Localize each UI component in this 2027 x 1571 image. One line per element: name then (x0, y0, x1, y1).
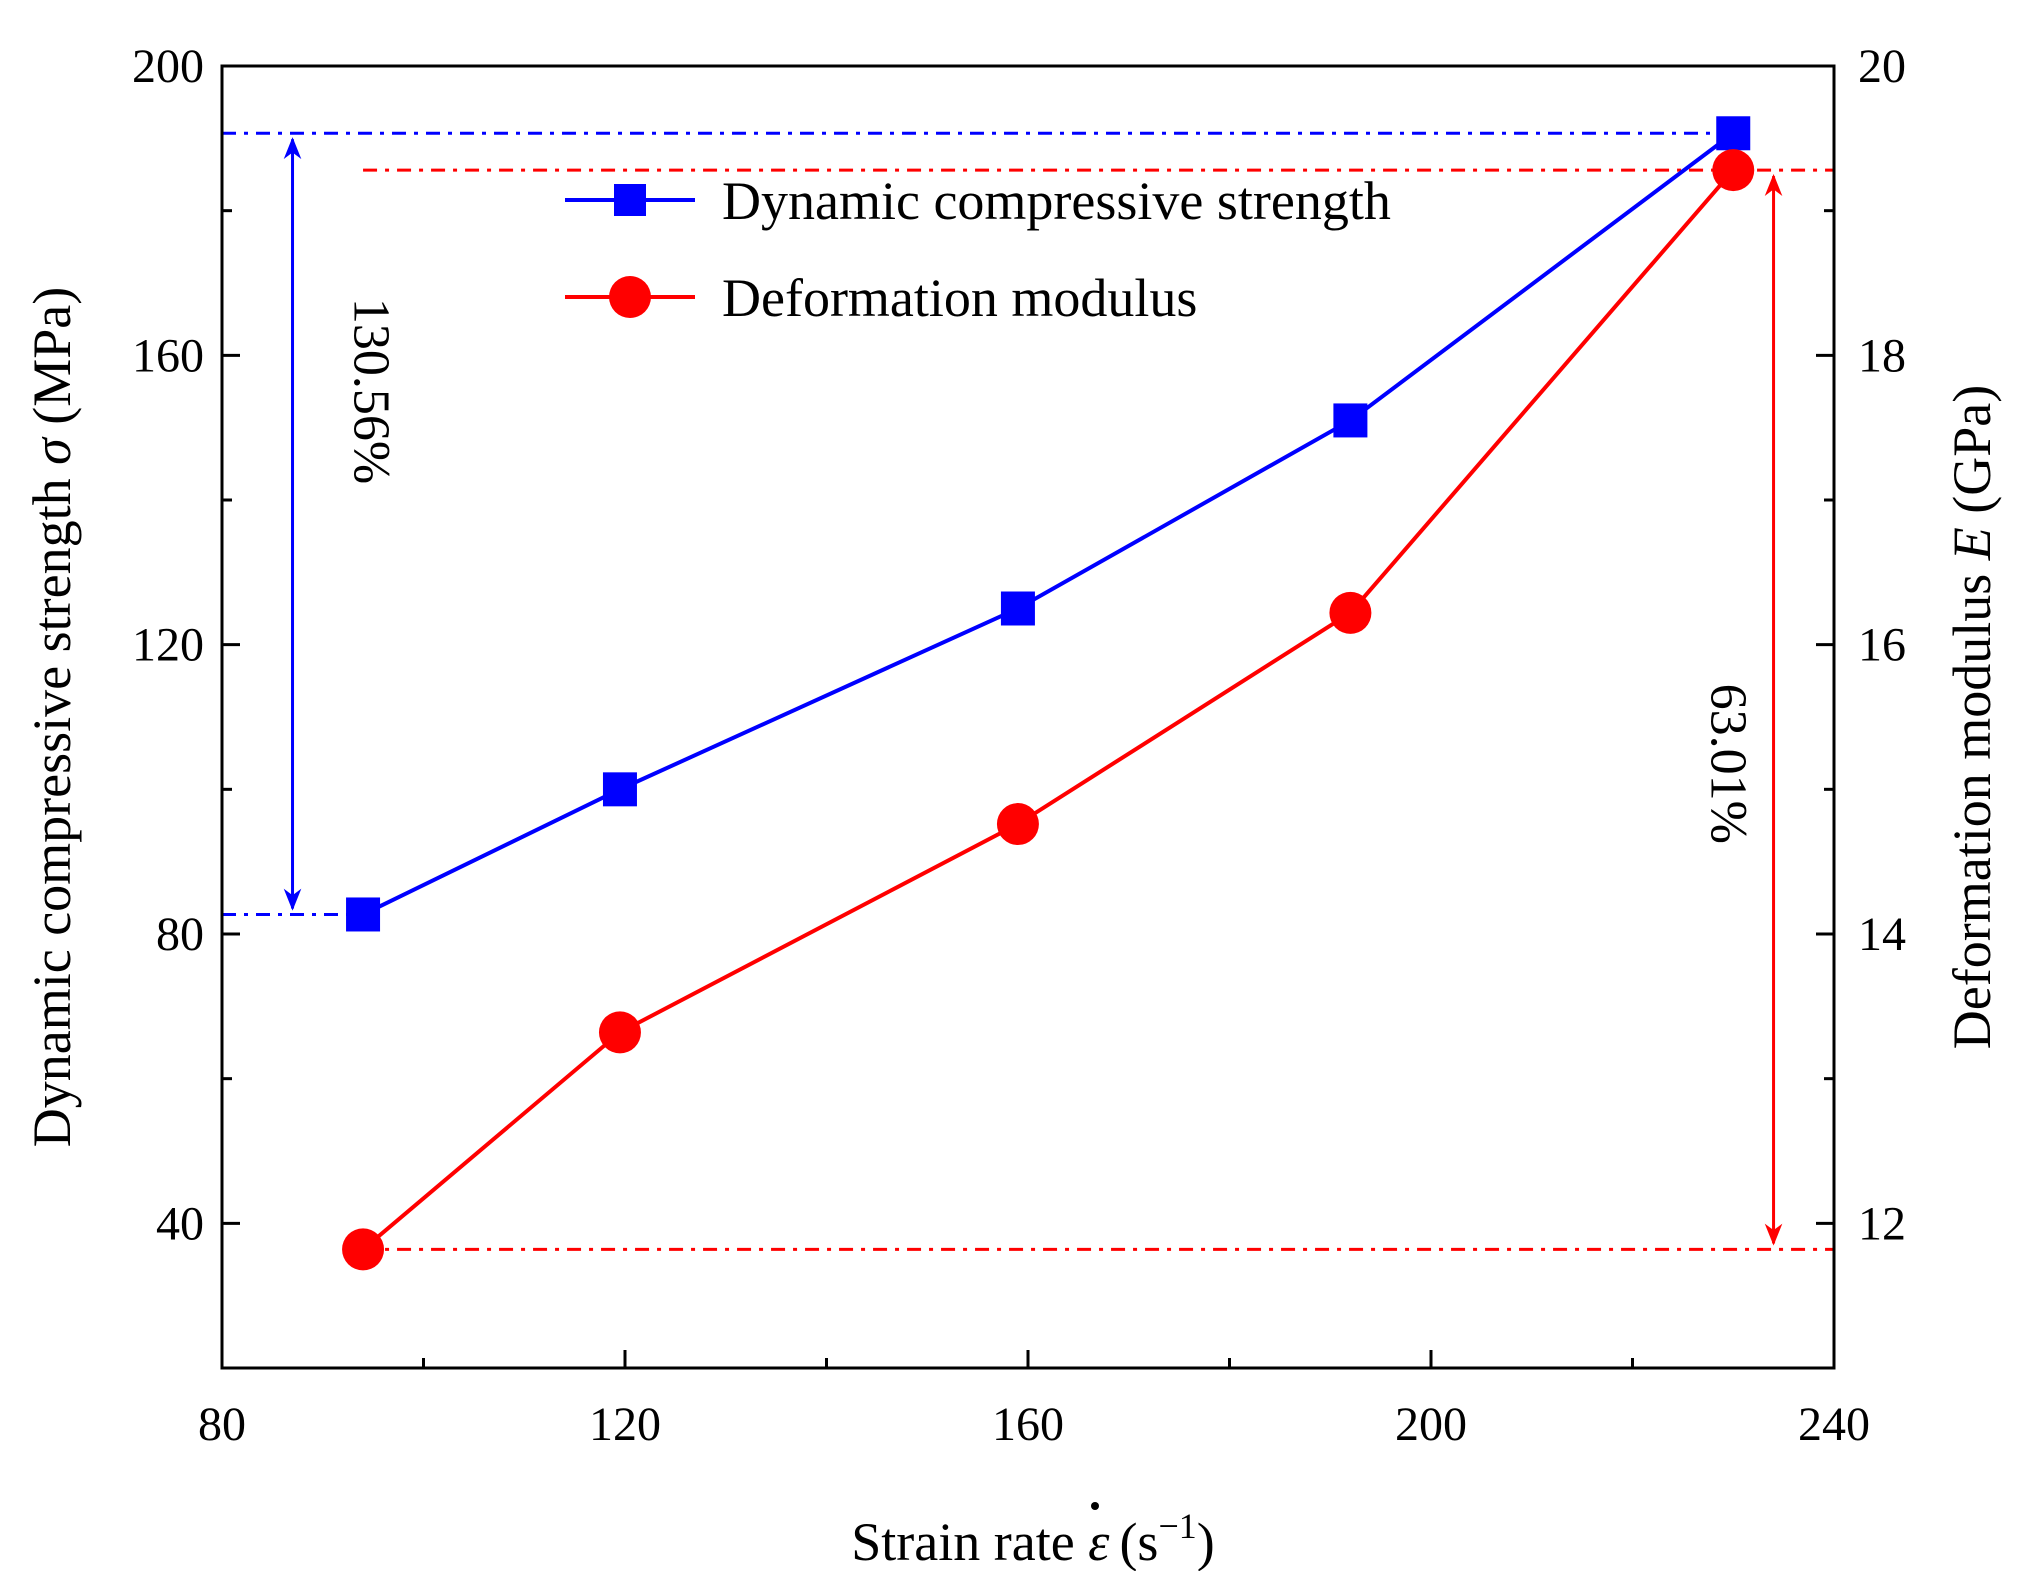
data-point-circle (996, 803, 1039, 846)
y-left-tick-label: 200 (132, 40, 204, 93)
legend-marker-modulus (609, 276, 651, 318)
x-axis-title-exponent: −1 (1158, 1506, 1196, 1546)
annotation-label: 130.56% (343, 298, 400, 484)
data-point-square (1000, 591, 1035, 626)
y-right-tick-label: 16 (1858, 619, 1906, 672)
x-axis-title-units-close: ) (1197, 1512, 1215, 1571)
legend-label-modulus: Deformation modulus (722, 268, 1197, 328)
annotation-label: 63.01% (1700, 684, 1757, 844)
data-series (342, 116, 1755, 1271)
x-axis-title: Strain rate ε (s−1) (851, 1506, 1215, 1571)
annotations: 130.56% 63.01% (222, 131, 1834, 1251)
x-tick-label: 200 (1395, 1398, 1467, 1451)
x-axis-title-prefix: Strain rate (851, 1512, 1088, 1571)
y-right-title-units: (GPa) (1942, 385, 2002, 527)
data-point-square (346, 897, 381, 932)
y-left-title-prefix: Dynamic compressive strength (22, 465, 82, 1147)
y-right-title-prefix: Deformation modulus (1942, 560, 2002, 1049)
y-left-title-symbol: σ (22, 436, 82, 465)
x-tick-label: 80 (198, 1398, 246, 1451)
x-axis-title-units: (s (1119, 1512, 1158, 1571)
data-point-circle (598, 1011, 641, 1054)
legend-label-strength: Dynamic compressive strength (722, 171, 1391, 231)
data-point-circle (1329, 591, 1372, 634)
legend-marker-strength (614, 184, 646, 216)
y-left-tick-label: 80 (156, 908, 204, 961)
y-right-title-symbol: E (1942, 527, 2002, 561)
x-tick-label: 120 (589, 1398, 661, 1451)
x-axis-title-dot (1091, 1502, 1099, 1510)
y-right-axis-title: Deformation modulus E (GPa) (1942, 385, 2002, 1049)
data-point-circle (342, 1228, 385, 1271)
data-point-circle (1712, 149, 1755, 192)
y-right-tick-label: 14 (1858, 908, 1906, 961)
y-left-title-units: (MPa) (22, 287, 82, 438)
y-left-tick-label: 40 (156, 1197, 204, 1250)
y-right-tick-label: 20 (1858, 40, 1906, 93)
y-left-axis-title: Dynamic compressive strength σ (MPa) (22, 287, 82, 1147)
y-right-tick-label: 18 (1858, 329, 1906, 382)
series-line (361, 168, 1735, 1251)
x-tick-label: 160 (992, 1398, 1064, 1451)
series-line (362, 131, 1735, 917)
axis-ticks: 80 120 160 200 240 40 80 120 160 200 12 14 16 18 20 (132, 40, 1906, 1451)
y-left-tick-label: 120 (132, 619, 204, 672)
data-point-square (1333, 403, 1368, 438)
y-left-tick-label: 160 (132, 329, 204, 382)
data-point-square (1716, 116, 1751, 151)
y-right-tick-label: 12 (1858, 1197, 1906, 1250)
x-axis-title-symbol: ε (1088, 1512, 1110, 1571)
data-point-square (602, 772, 637, 807)
x-tick-label: 240 (1798, 1398, 1870, 1451)
plot-frame (220, 64, 1836, 1370)
legend: Dynamic compressive strength Deformation… (565, 171, 1391, 328)
